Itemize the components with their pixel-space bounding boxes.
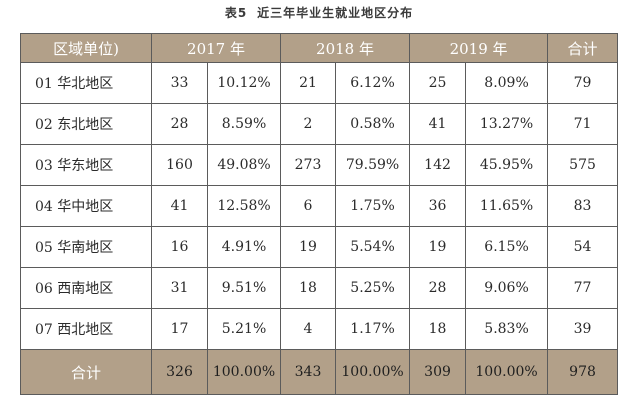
table-row: 02 东北地区 28 8.59% 2 0.58% 41 13.27% 71 — [20, 103, 619, 145]
count-2018-cell: 4 — [280, 308, 337, 350]
total-cell: 575 — [547, 144, 619, 186]
percent-2018-cell: 0.58% — [335, 103, 411, 145]
total-cell: 83 — [547, 185, 619, 227]
percent-2017-cell: 9.51% — [206, 267, 282, 309]
region-cell: 04 华中地区 — [20, 185, 152, 227]
count-2017-cell: 28 — [151, 103, 208, 145]
count-2018-cell: 6 — [280, 185, 337, 227]
table-number: 表5 — [224, 6, 248, 20]
count-2018-cell: 18 — [280, 267, 337, 309]
count-2017-cell: 33 — [151, 62, 208, 104]
percent-2019-cell: 9.06% — [465, 267, 549, 309]
percent-2018-cell: 5.54% — [335, 226, 411, 268]
table-row: 04 华中地区 41 12.58% 6 1.75% 36 11.65% 83 — [20, 185, 619, 227]
table-row: 07 西北地区 17 5.21% 4 1.17% 18 5.83% 39 — [20, 308, 619, 350]
table-title: 近三年毕业生就业地区分布 — [257, 6, 414, 20]
percent-2018-cell: 6.12% — [335, 62, 411, 104]
count-2017-cell: 16 — [151, 226, 208, 268]
region-cell: 05 华南地区 — [20, 226, 152, 268]
count-2018-cell: 19 — [280, 226, 337, 268]
total-percent-2019-cell: 100.00% — [465, 349, 549, 395]
count-2018-cell: 2 — [280, 103, 337, 145]
table-row: 06 西南地区 31 9.51% 18 5.25% 28 9.06% 77 — [20, 267, 619, 309]
total-cell: 39 — [547, 308, 619, 350]
employment-region-table: 区域单位) 2017 年 2018 年 2019 年 合计 01 华北地区 33… — [20, 33, 619, 395]
count-2019-cell: 142 — [409, 144, 467, 186]
percent-2019-cell: 6.15% — [465, 226, 549, 268]
total-percent-2017-cell: 100.00% — [206, 349, 282, 395]
count-2019-cell: 36 — [409, 185, 467, 227]
table-row: 03 华东地区 160 49.08% 273 79.59% 142 45.95%… — [20, 144, 619, 186]
region-cell: 01 华北地区 — [20, 62, 152, 104]
percent-2017-cell: 5.21% — [206, 308, 282, 350]
count-2018-cell: 273 — [280, 144, 337, 186]
header-2019: 2019 年 — [409, 33, 549, 63]
total-cell: 54 — [547, 226, 619, 268]
percent-2018-cell: 1.75% — [335, 185, 411, 227]
percent-2019-cell: 13.27% — [465, 103, 549, 145]
total-cell: 71 — [547, 103, 619, 145]
header-2018: 2018 年 — [280, 33, 411, 63]
count-2019-cell: 19 — [409, 226, 467, 268]
header-total: 合计 — [547, 33, 619, 63]
total-count-2018-cell: 343 — [280, 349, 337, 395]
table-row: 01 华北地区 33 10.12% 21 6.12% 25 8.09% 79 — [20, 62, 619, 104]
count-2018-cell: 21 — [280, 62, 337, 104]
count-2019-cell: 28 — [409, 267, 467, 309]
total-count-2017-cell: 326 — [151, 349, 208, 395]
region-cell: 03 华东地区 — [20, 144, 152, 186]
grand-total-cell: 978 — [547, 349, 619, 395]
region-cell: 02 东北地区 — [20, 103, 152, 145]
count-2019-cell: 25 — [409, 62, 467, 104]
percent-2019-cell: 45.95% — [465, 144, 549, 186]
count-2017-cell: 17 — [151, 308, 208, 350]
percent-2017-cell: 10.12% — [206, 62, 282, 104]
count-2019-cell: 18 — [409, 308, 467, 350]
header-region: 区域单位) — [20, 33, 152, 63]
count-2017-cell: 160 — [151, 144, 208, 186]
percent-2017-cell: 12.58% — [206, 185, 282, 227]
table-header-row: 区域单位) 2017 年 2018 年 2019 年 合计 — [20, 33, 619, 63]
total-percent-2018-cell: 100.00% — [335, 349, 411, 395]
percent-2017-cell: 4.91% — [206, 226, 282, 268]
total-cell: 77 — [547, 267, 619, 309]
total-label-cell: 合计 — [20, 349, 152, 395]
percent-2018-cell: 5.25% — [335, 267, 411, 309]
table-total-row: 合计 326 100.00% 343 100.00% 309 100.00% 9… — [20, 349, 619, 395]
total-count-2019-cell: 309 — [409, 349, 467, 395]
header-2017: 2017 年 — [150, 33, 282, 63]
percent-2019-cell: 8.09% — [465, 62, 549, 104]
region-cell: 06 西南地区 — [20, 267, 152, 309]
percent-2018-cell: 79.59% — [335, 144, 411, 186]
count-2019-cell: 41 — [409, 103, 467, 145]
percent-2019-cell: 5.83% — [465, 308, 549, 350]
percent-2018-cell: 1.17% — [335, 308, 411, 350]
percent-2017-cell: 8.59% — [206, 103, 282, 145]
total-cell: 79 — [547, 62, 619, 104]
count-2017-cell: 31 — [151, 267, 208, 309]
region-cell: 07 西北地区 — [20, 308, 152, 350]
percent-2017-cell: 49.08% — [206, 144, 282, 186]
table-caption: 表5 近三年毕业生就业地区分布 — [0, 4, 638, 21]
table-row: 05 华南地区 16 4.91% 19 5.54% 19 6.15% 54 — [20, 226, 619, 268]
count-2017-cell: 41 — [151, 185, 208, 227]
percent-2019-cell: 11.65% — [465, 185, 549, 227]
